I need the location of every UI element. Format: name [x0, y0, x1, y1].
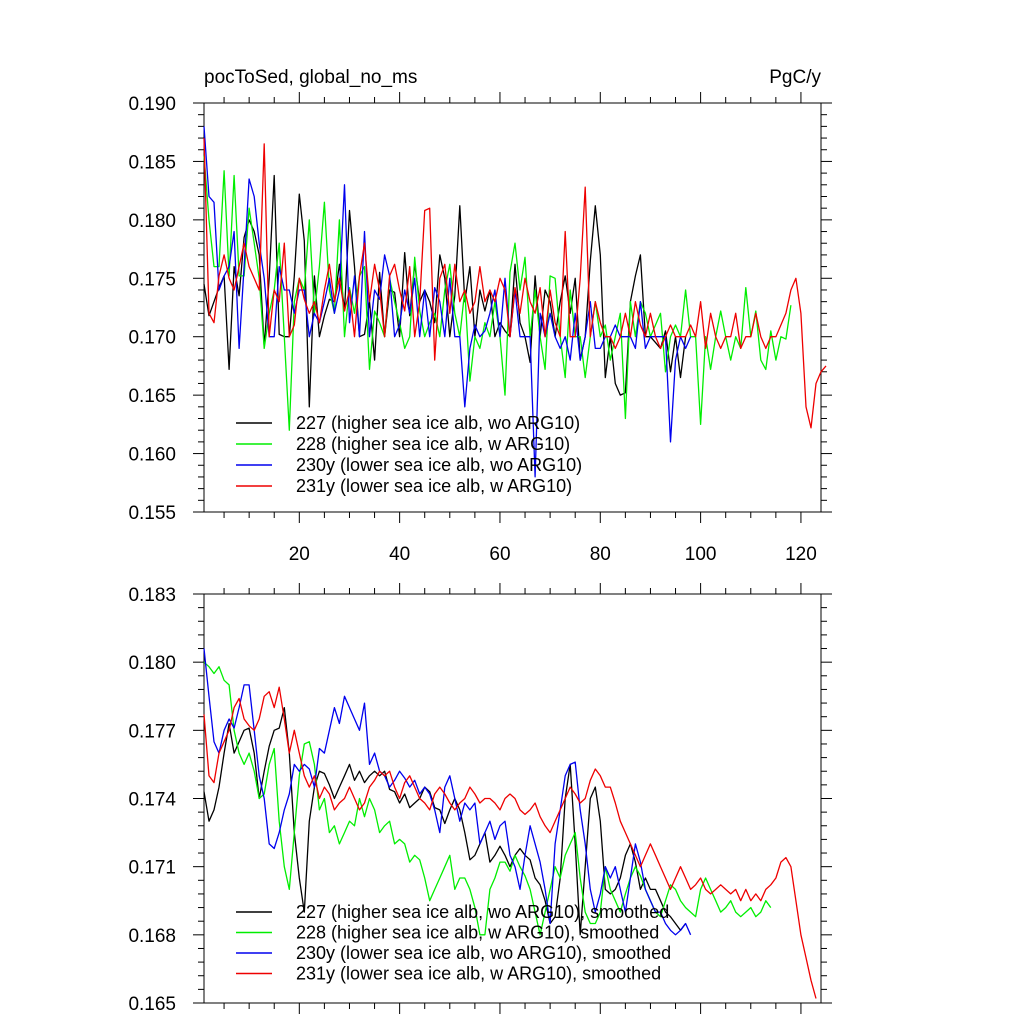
y-tick-label: 0.171	[128, 858, 176, 879]
bottom-legend: 227 (higher sea ice alb, wo ARG10), smoo…	[236, 902, 671, 984]
y-tick-label: 0.177	[128, 721, 176, 742]
series-line-2	[203, 661, 772, 936]
legend-label-2: 228 (higher sea ice alb, w ARG10)	[296, 434, 570, 454]
series-line-1	[203, 706, 687, 936]
legend-label-4: 231y (lower sea ice alb, w ARG10), smoot…	[296, 964, 661, 984]
legend-label-4: 231y (lower sea ice alb, w ARG10)	[296, 476, 572, 496]
y-tick-label: 0.174	[128, 790, 176, 811]
y-tick-label: 0.180	[128, 653, 176, 674]
series-line-4	[203, 138, 827, 429]
y-tick-label: 0.165	[128, 386, 176, 407]
y-tick-label: 0.170	[128, 328, 176, 349]
y-tick-label: 0.165	[128, 994, 176, 1015]
bottom-series-group	[203, 648, 817, 999]
top-axis-ticks: 0.155 0.160 0.165 0.170 0.175 0.180 0.185 0.190…	[128, 92, 832, 565]
top-series-group	[203, 126, 827, 478]
series-line-4	[203, 686, 817, 999]
legend-label-1: 227 (higher sea ice alb, wo ARG10)	[296, 413, 580, 433]
bottom-axis-ticks: 0.165 0.168 0.171 0.174 0.177 0.180 0.183	[128, 583, 832, 1015]
top-panel-unit-label: PgC/y	[769, 67, 821, 88]
x-tick-label: 120	[785, 544, 817, 565]
top-plot-frame	[203, 102, 822, 513]
bottom-panel: 0.165 0.168 0.171 0.174 0.177 0.180 0.183 227 …	[128, 583, 832, 1015]
legend-label-3: 230y (lower sea ice alb, wo ARG10)	[296, 455, 582, 475]
legend-label-3: 230y (lower sea ice alb, wo ARG10), smoo…	[296, 943, 671, 963]
legend-label-2: 228 (higher sea ice alb, w ARG10), smoot…	[296, 923, 659, 943]
x-tick-label: 80	[590, 544, 611, 565]
x-tick-label: 100	[685, 544, 717, 565]
y-tick-label: 0.185	[128, 152, 176, 173]
x-tick-label: 20	[289, 544, 310, 565]
y-tick-label: 0.175	[128, 269, 176, 290]
y-tick-label: 0.168	[128, 926, 176, 947]
y-tick-label: 0.155	[128, 503, 176, 524]
y-tick-label: 0.180	[128, 211, 176, 232]
top-panel-title: pocToSed, global_no_ms	[204, 67, 417, 88]
legend-label-1: 227 (higher sea ice alb, wo ARG10), smoo…	[296, 902, 669, 922]
top-legend: 227 (higher sea ice alb, wo ARG10)228 (h…	[236, 413, 582, 496]
top-panel: pocToSed, global_no_ms PgC/y 0.1550.1600…	[128, 67, 832, 565]
x-tick-label: 60	[489, 544, 510, 565]
y-tick-label: 0.190	[128, 94, 176, 115]
series-line-3	[203, 648, 692, 936]
y-tick-label: 0.183	[128, 585, 176, 606]
x-tick-label: 40	[389, 544, 410, 565]
y-tick-label: 0.160	[128, 445, 176, 466]
